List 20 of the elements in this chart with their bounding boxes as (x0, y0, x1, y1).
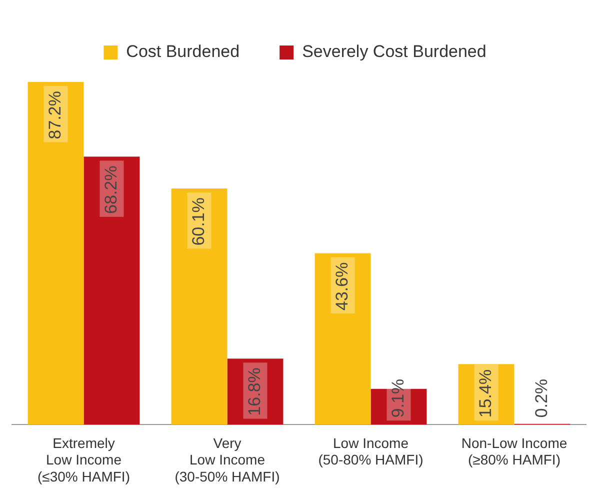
data-label: 15.4% (476, 369, 495, 418)
bar (84, 156, 140, 425)
data-label: 60.1% (188, 197, 208, 246)
bar (171, 188, 228, 425)
data-label: 9.1% (388, 378, 408, 418)
x-tick-label: Low Income (50-80% HAMFI) (318, 434, 424, 468)
x-tick-label: Extremely Low Income (≤30% HAMFI) (38, 434, 130, 484)
x-tick-label: Very Low Income (30-50% HAMFI) (174, 434, 280, 484)
legend-label: Severely Cost Burdened (302, 42, 486, 62)
bar (458, 364, 514, 425)
data-label: 16.8% (244, 368, 264, 416)
data-label: 43.6% (332, 262, 352, 311)
data-label: 0.2% (532, 378, 551, 418)
bar (28, 82, 84, 425)
bar (227, 358, 284, 425)
data-label: 68.2% (101, 166, 120, 214)
data-label: 87.2% (45, 91, 64, 140)
bar (314, 253, 371, 425)
legend-label: Cost Burdened (126, 42, 240, 62)
x-tick-label: Non-Low Income (≥80% HAMFI) (461, 434, 568, 468)
